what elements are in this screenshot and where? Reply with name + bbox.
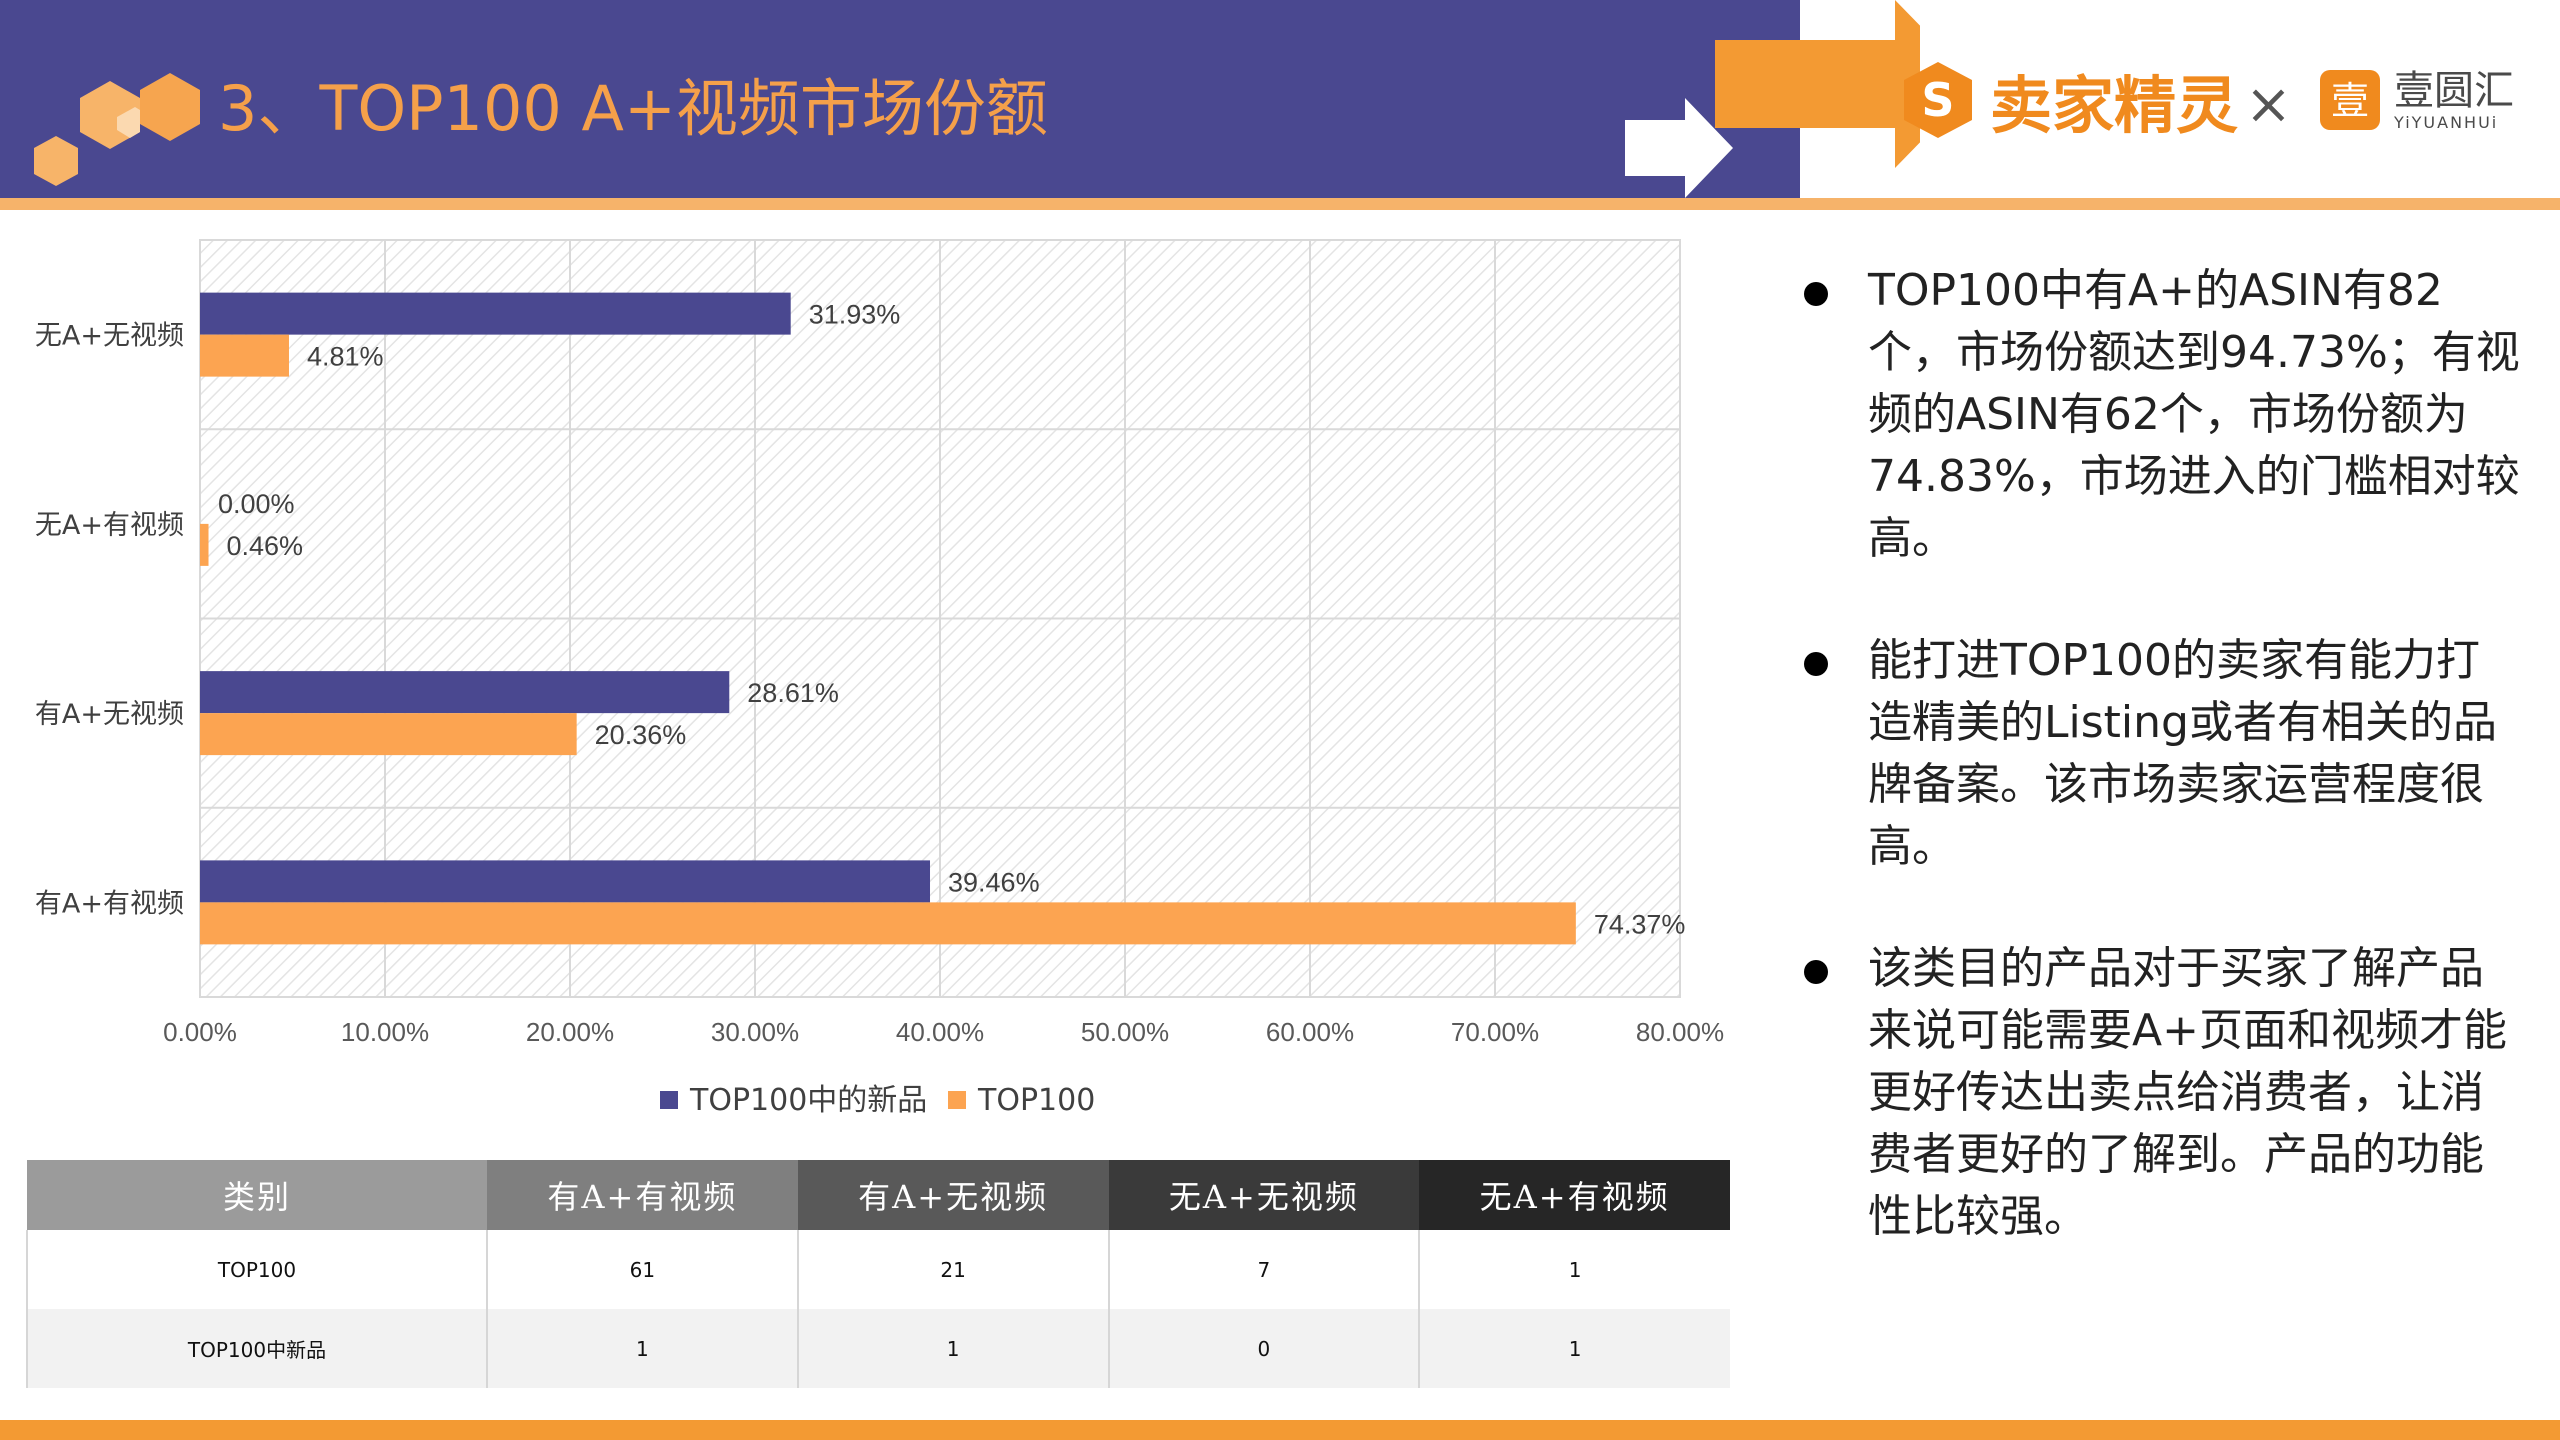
bar-top100-new xyxy=(200,860,931,903)
table-row: TOP100 61 21 7 1 xyxy=(26,1230,1730,1309)
table-cell: 21 xyxy=(796,1230,1109,1309)
x-tick-label: 30.00% xyxy=(711,1017,799,1047)
summary-table: 类别 有A+有视频 有A+无视频 无A+无视频 无A+有视频 TOP100 61… xyxy=(26,1160,1730,1388)
category-label: 无A+无视频 xyxy=(35,321,184,352)
collab-times: × xyxy=(2245,72,2292,137)
bullet-text: 该类目的产品对于买家了解产品来说可能需要A+页面和视频才能更好传达出卖点给消费者… xyxy=(1868,943,2507,1242)
table-cell: 1 xyxy=(1418,1309,1730,1388)
category-label: 无A+有视频 xyxy=(35,510,184,541)
bullet-list: TOP100中有A+的ASIN有82个，市场份额达到94.73%；有视频的ASI… xyxy=(1800,260,2520,1308)
seller-sprite-logo: S 卖家精灵 xyxy=(1900,55,2238,145)
table-cell: 61 xyxy=(486,1230,798,1309)
table-cell: 1 xyxy=(486,1309,798,1388)
bullet-item: 该类目的产品对于买家了解产品来说可能需要A+页面和视频才能更好传达出卖点给消费者… xyxy=(1800,938,2520,1248)
category-label: 有A+无视频 xyxy=(35,699,184,730)
data-label: 74.37% xyxy=(1594,909,1686,939)
seller-sprite-icon: S xyxy=(1904,62,1972,138)
bullet-text: TOP100中有A+的ASIN有82个，市场份额达到94.73%；有视频的ASI… xyxy=(1868,265,2520,564)
bullet-dot-icon xyxy=(1804,282,1828,306)
x-tick-label: 50.00% xyxy=(1081,1017,1169,1047)
table-row: TOP100中新品 1 1 0 1 xyxy=(26,1309,1730,1388)
page-title: 3、TOP100 A+视频市场份额 xyxy=(218,72,1048,145)
partner-name-cn: 壹圆汇 xyxy=(2394,67,2514,114)
table-header-cell: 有A+有视频 xyxy=(487,1160,798,1230)
seller-sprite-name: 卖家精灵 xyxy=(1990,69,2239,142)
table-cell: TOP100中新品 xyxy=(26,1309,487,1388)
table-cell: 1 xyxy=(796,1309,1109,1388)
data-label: 28.61% xyxy=(747,678,839,708)
bullet-dot-icon xyxy=(1804,652,1828,676)
header-band xyxy=(0,0,1800,198)
x-tick-label: 0.00% xyxy=(163,1017,237,1047)
x-tick-label: 40.00% xyxy=(896,1017,984,1047)
partner-logo: 壹 壹圆汇 YiYUANHUi xyxy=(2318,55,2514,145)
x-tick-label: 10.00% xyxy=(341,1017,429,1047)
table-cell: TOP100 xyxy=(26,1230,487,1309)
table-header-row: 类别 有A+有视频 有A+无视频 无A+无视频 无A+有视频 xyxy=(27,1160,1730,1230)
partner-icon: 壹 xyxy=(2320,70,2380,130)
svg-text:壹: 壹 xyxy=(2331,79,2369,123)
bar-top100 xyxy=(200,523,209,566)
data-label: 0.46% xyxy=(227,531,304,561)
data-label: 20.36% xyxy=(595,720,687,750)
table-cell: 7 xyxy=(1107,1230,1420,1309)
table-header-cell: 有A+无视频 xyxy=(797,1160,1109,1230)
legend-swatch xyxy=(948,1091,966,1109)
data-label: 4.81% xyxy=(307,342,384,372)
data-label: 39.46% xyxy=(948,867,1040,897)
table-cell: 1 xyxy=(1418,1230,1730,1309)
hexagon-logo-icon xyxy=(34,73,200,186)
bullet-dot-icon xyxy=(1804,960,1828,984)
table-header-cell: 无A+有视频 xyxy=(1419,1160,1730,1230)
legend-label: TOP100中的新品 xyxy=(689,1083,927,1118)
bar-top100 xyxy=(200,902,1576,945)
bar-top100-new xyxy=(200,292,791,335)
x-tick-label: 70.00% xyxy=(1451,1017,1539,1047)
bullet-item: TOP100中有A+的ASIN有82个，市场份额达到94.73%；有视频的ASI… xyxy=(1800,260,2520,570)
bar-top100-new xyxy=(200,671,730,714)
data-label: 31.93% xyxy=(809,300,901,330)
bullet-text: 能打进TOP100的卖家有能力打造精美的Listing或者有相关的品牌备案。该市… xyxy=(1868,635,2497,872)
category-label: 有A+有视频 xyxy=(35,888,184,919)
footer-divider xyxy=(0,1420,2560,1440)
legend-swatch xyxy=(660,1091,678,1109)
header-divider xyxy=(0,198,2560,210)
partner-name-en: YiYUANHUi xyxy=(2394,112,2499,132)
bar-top100 xyxy=(200,334,289,377)
legend-label: TOP100 xyxy=(977,1083,1095,1118)
svg-text:S: S xyxy=(1921,73,1954,127)
table-header-cell: 无A+无视频 xyxy=(1108,1160,1420,1230)
arrow-decoration-icon xyxy=(1625,0,1920,198)
data-label: 0.00% xyxy=(218,489,295,519)
x-tick-label: 80.00% xyxy=(1636,1017,1724,1047)
bullet-item: 能打进TOP100的卖家有能力打造精美的Listing或者有相关的品牌备案。该市… xyxy=(1800,630,2520,878)
table-header-cell: 类别 xyxy=(27,1160,487,1230)
x-tick-label: 20.00% xyxy=(526,1017,614,1047)
table-cell: 0 xyxy=(1107,1309,1420,1388)
bar-top100 xyxy=(200,713,577,756)
x-tick-label: 60.00% xyxy=(1266,1017,1354,1047)
